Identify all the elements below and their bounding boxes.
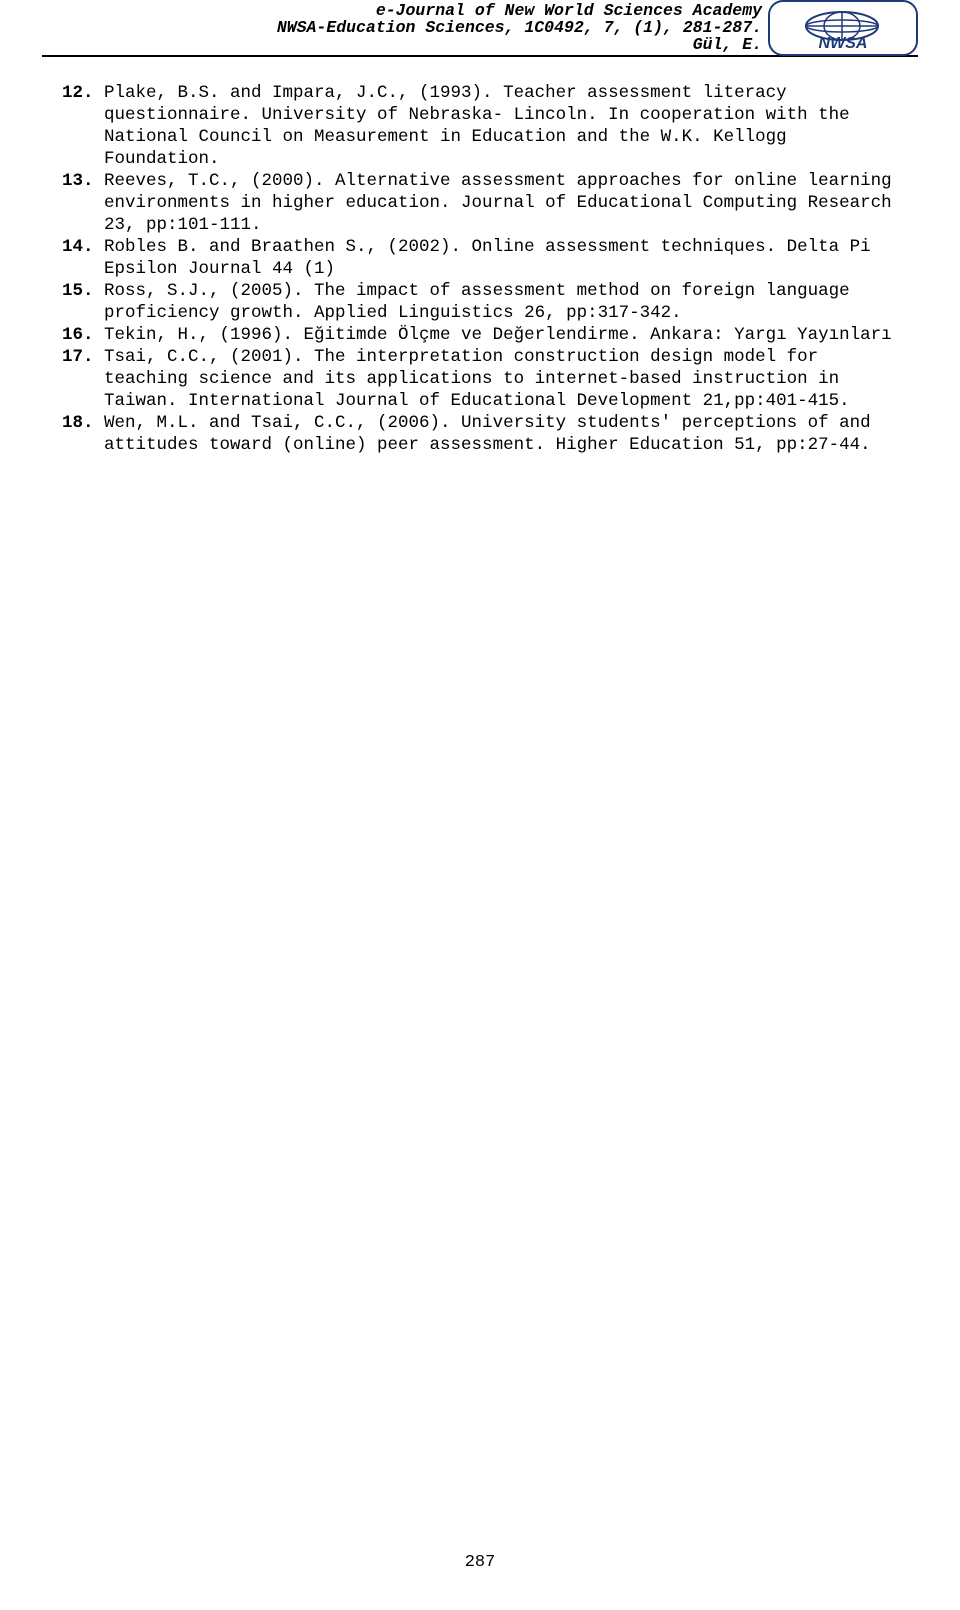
reference-text: Tsai, C.C., (2001). The interpretation c… [104, 346, 898, 412]
reference-list: 12. Plake, B.S. and Impara, J.C., (1993)… [62, 82, 898, 456]
reference-text: Reeves, T.C., (2000). Alternative assess… [104, 170, 898, 236]
running-header: e-Journal of New World Sciences Academy … [0, 0, 960, 57]
page-number: 287 [0, 1553, 960, 1572]
reference-item: 14. Robles B. and Braathen S., (2002). O… [62, 236, 898, 280]
reference-item: 16. Tekin, H., (1996). Eğitimde Ölçme ve… [62, 324, 898, 346]
reference-text: Robles B. and Braathen S., (2002). Onlin… [104, 236, 898, 280]
reference-text: Ross, S.J., (2005). The impact of assess… [104, 280, 898, 324]
reference-number: 12. [62, 82, 104, 104]
page: e-Journal of New World Sciences Academy … [0, 0, 960, 1610]
reference-number: 14. [62, 236, 104, 258]
reference-text: Plake, B.S. and Impara, J.C., (1993). Te… [104, 82, 898, 170]
reference-item: 15. Ross, S.J., (2005). The impact of as… [62, 280, 898, 324]
nwsa-logo-icon: NWSA [768, 0, 918, 56]
reference-number: 17. [62, 346, 104, 368]
reference-item: 12. Plake, B.S. and Impara, J.C., (1993)… [62, 82, 898, 170]
reference-number: 13. [62, 170, 104, 192]
svg-text:NWSA: NWSA [819, 35, 868, 52]
reference-text: Tekin, H., (1996). Eğitimde Ölçme ve Değ… [104, 324, 898, 346]
reference-text: Wen, M.L. and Tsai, C.C., (2006). Univer… [104, 412, 898, 456]
references-block: 12. Plake, B.S. and Impara, J.C., (1993)… [62, 82, 898, 456]
reference-item: 13. Reeves, T.C., (2000). Alternative as… [62, 170, 898, 236]
reference-number: 18. [62, 412, 104, 434]
reference-number: 16. [62, 324, 104, 346]
reference-item: 17. Tsai, C.C., (2001). The interpretati… [62, 346, 898, 412]
reference-item: 18. Wen, M.L. and Tsai, C.C., (2006). Un… [62, 412, 898, 456]
reference-number: 15. [62, 280, 104, 302]
